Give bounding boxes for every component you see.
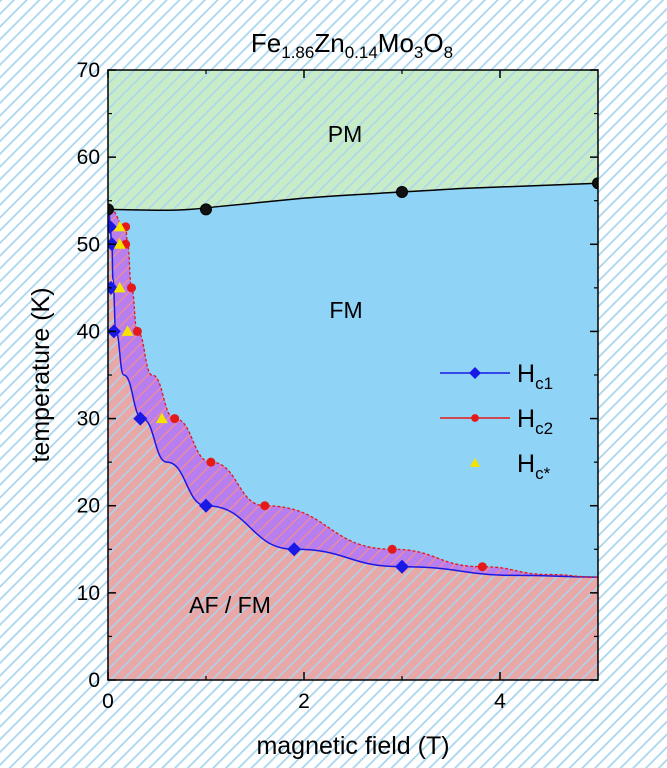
legend-label: Hc* — [517, 450, 551, 483]
data-point-hc2 — [206, 457, 216, 467]
y-tick-label: 30 — [77, 408, 100, 431]
data-point-hc2 — [387, 544, 397, 554]
data-point-hcstar — [113, 220, 126, 232]
data-point-transition — [592, 177, 598, 190]
data-point-hcstar — [121, 325, 134, 336]
mixed-region — [108, 209, 598, 578]
data-point-transition — [396, 186, 408, 198]
data-point-transition — [108, 203, 114, 216]
data-point-hcstar — [155, 412, 168, 424]
data-point-hc2 — [170, 414, 180, 424]
x-tick-label: 4 — [494, 690, 506, 713]
data-point-hc1 — [199, 498, 213, 513]
legend-marker — [469, 367, 481, 379]
data-point-hcstar — [113, 281, 126, 293]
data-point-hc2 — [477, 562, 487, 572]
data-point-hc2 — [127, 283, 137, 293]
y-tick-label: 20 — [77, 495, 100, 518]
pm-boundary-line — [108, 182, 598, 212]
legend-label: Hc1 — [517, 360, 553, 393]
x-tick-label: 2 — [298, 690, 310, 713]
y-axis-label: temperature (K) — [27, 287, 55, 462]
data-point-hcstar — [113, 238, 126, 249]
data-point-hc1 — [287, 542, 302, 557]
region-label-pm: PM — [328, 121, 363, 147]
y-tick-label: 40 — [77, 320, 100, 343]
data-point-transition — [200, 203, 212, 216]
y-tick-label: 60 — [77, 146, 100, 169]
x-axis-label: magnetic field (T) — [256, 732, 449, 760]
y-tick-label: 10 — [77, 582, 100, 605]
af-fm-region — [108, 209, 598, 680]
data-point-hc2 — [132, 326, 142, 336]
chart-title: Fe1.86Zn0.14Mo3O8 — [251, 28, 453, 62]
x-tick-label: 0 — [102, 690, 114, 713]
data-point-hc1 — [108, 219, 117, 234]
y-tick-label: 50 — [77, 233, 100, 256]
region-label-fm: FM — [329, 297, 362, 323]
data-point-hc1 — [133, 411, 148, 426]
legend-marker — [469, 457, 481, 467]
y-tick-label: 70 — [77, 59, 100, 82]
legend: Hc1 Hc2 Hc* — [440, 360, 553, 483]
legend-label: Hc2 — [517, 405, 553, 438]
region-label-af-fm: AF / FM — [189, 592, 271, 618]
legend-item-hc1: Hc1 — [440, 360, 553, 393]
data-point-hc1 — [108, 280, 118, 295]
legend-marker — [471, 414, 479, 422]
legend-item-hcstar: Hc* — [469, 450, 551, 483]
data-point-hc2 — [260, 501, 270, 511]
pm-region — [108, 70, 598, 211]
y-tick-label: 0 — [88, 669, 100, 692]
data-point-hc1 — [395, 559, 409, 574]
legend-item-hc2: Hc2 — [440, 405, 553, 438]
plot-area — [108, 70, 598, 680]
